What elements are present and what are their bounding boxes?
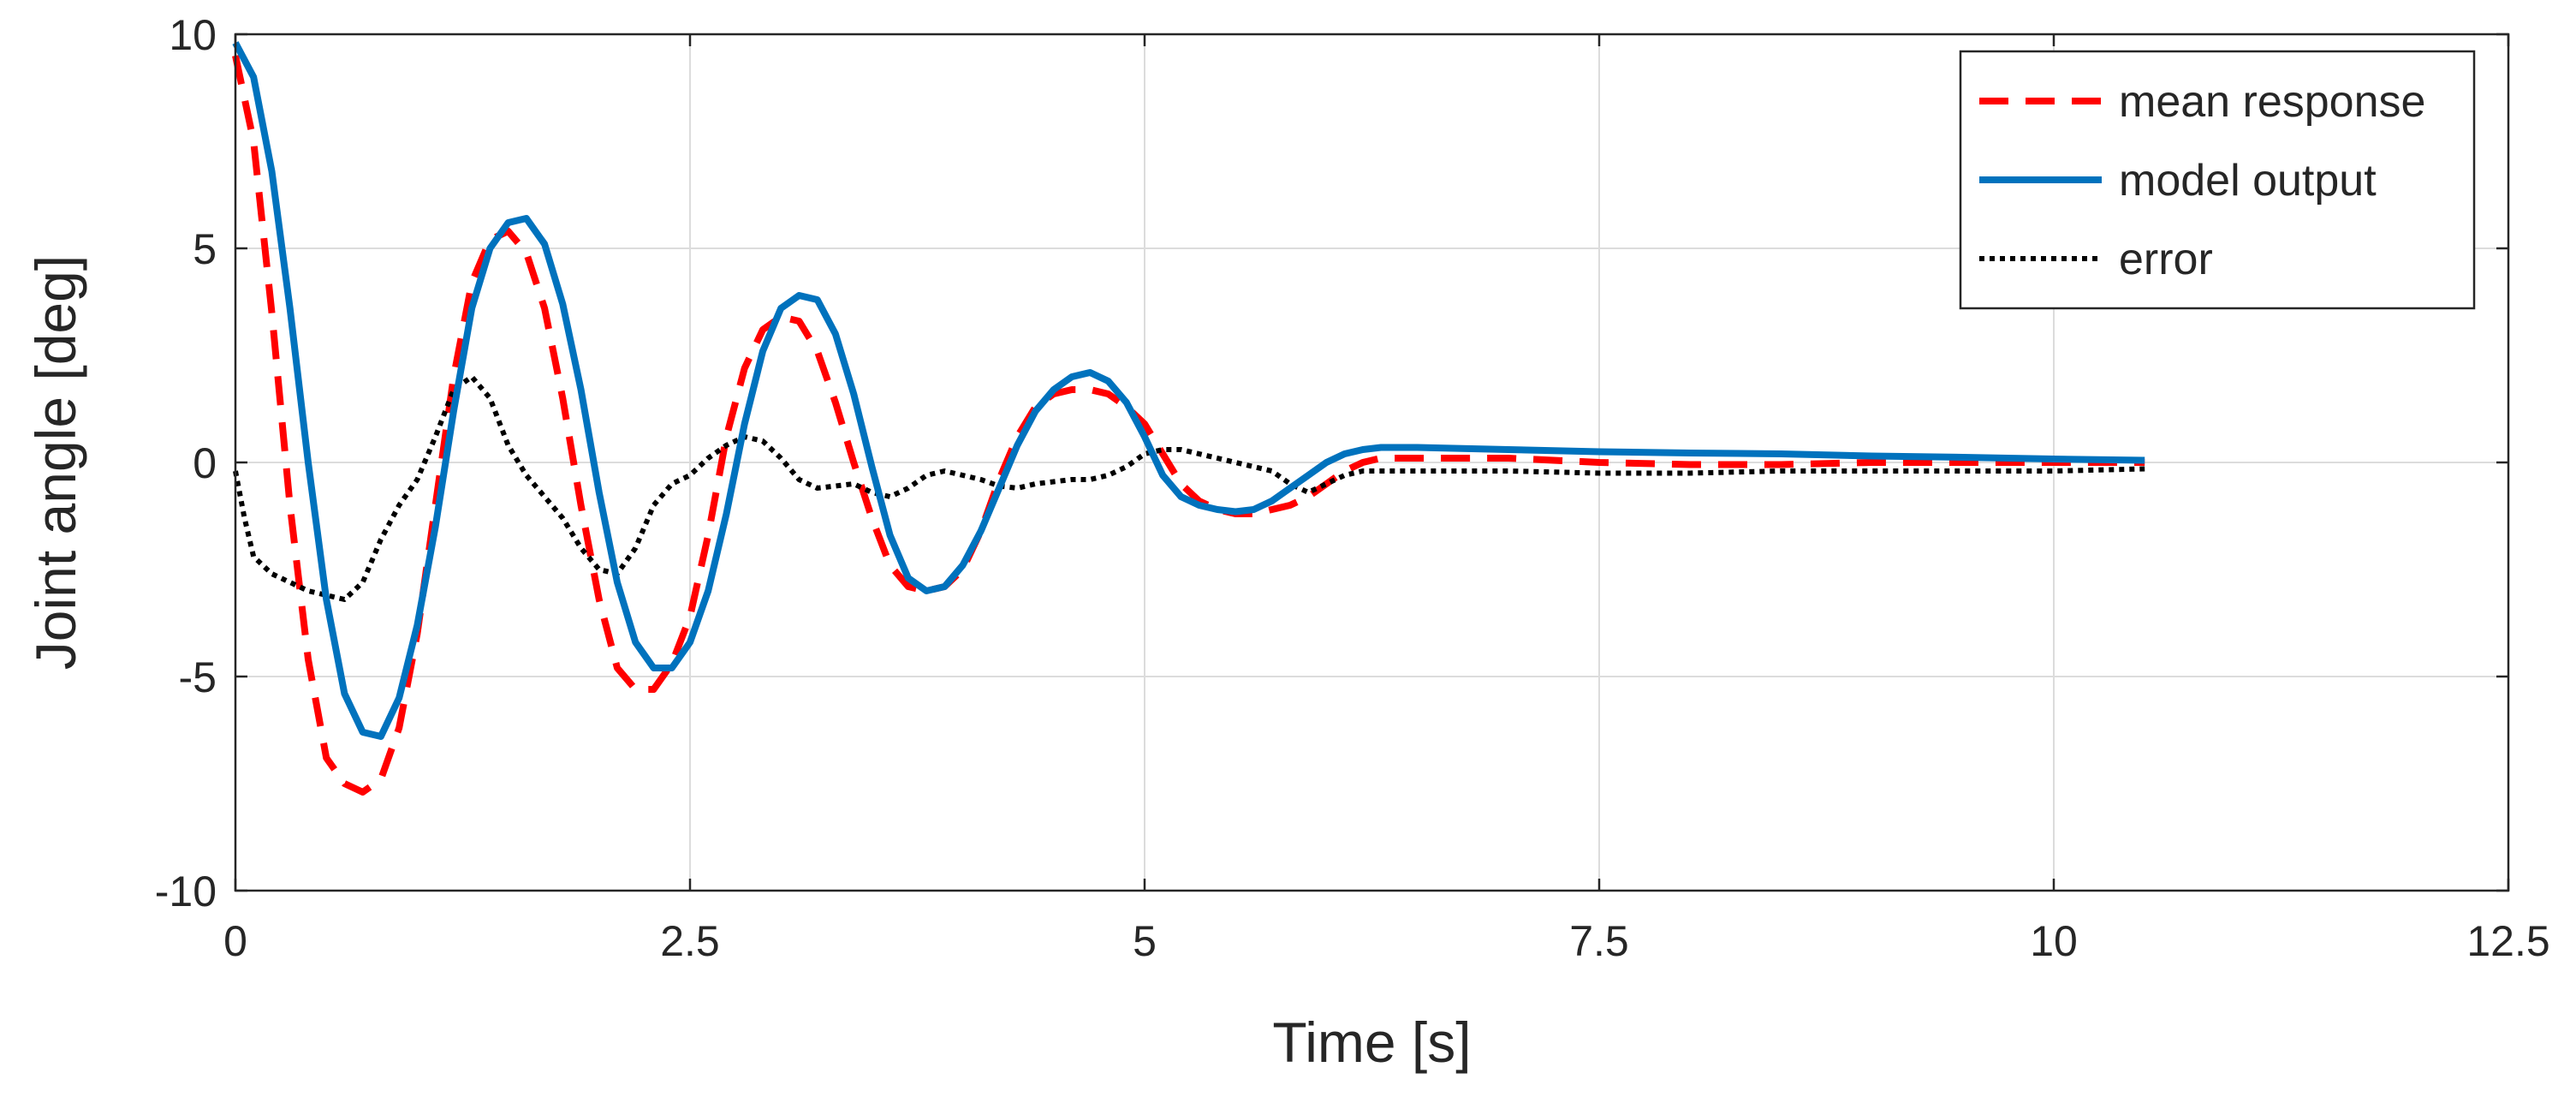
x-tick-label: 12.5 xyxy=(2466,917,2549,965)
y-tick-label: -5 xyxy=(179,653,217,701)
legend-label-mean-response: mean response xyxy=(2119,77,2425,127)
x-tick-label: 7.5 xyxy=(1569,917,1629,965)
y-tick-label: 10 xyxy=(169,11,217,59)
legend-label-error: error xyxy=(2119,235,2213,284)
series-line-mean-response xyxy=(232,55,2145,796)
y-tick-label: 0 xyxy=(193,439,217,487)
series-lines xyxy=(232,41,2145,796)
legend-label-model-output: model output xyxy=(2119,156,2377,206)
series-line-error xyxy=(233,374,2145,602)
y-axis-label: Joint angle [deg] xyxy=(24,255,87,670)
axis-ticks: 0 2.5 5 7.5 10 12.5 -10 -5 0 5 10 xyxy=(155,11,2550,965)
x-tick-label: 2.5 xyxy=(660,917,720,965)
x-tick-label: 5 xyxy=(1133,917,1157,965)
x-tick-label: 10 xyxy=(2030,917,2078,965)
x-axis-label: Time [s] xyxy=(1272,1011,1471,1074)
legend: mean response model output error xyxy=(1959,50,2476,310)
y-tick-label: 5 xyxy=(193,225,217,273)
y-tick-label: -10 xyxy=(155,867,217,915)
series-line-model-output xyxy=(232,41,2145,740)
x-tick-label: 0 xyxy=(223,917,247,965)
